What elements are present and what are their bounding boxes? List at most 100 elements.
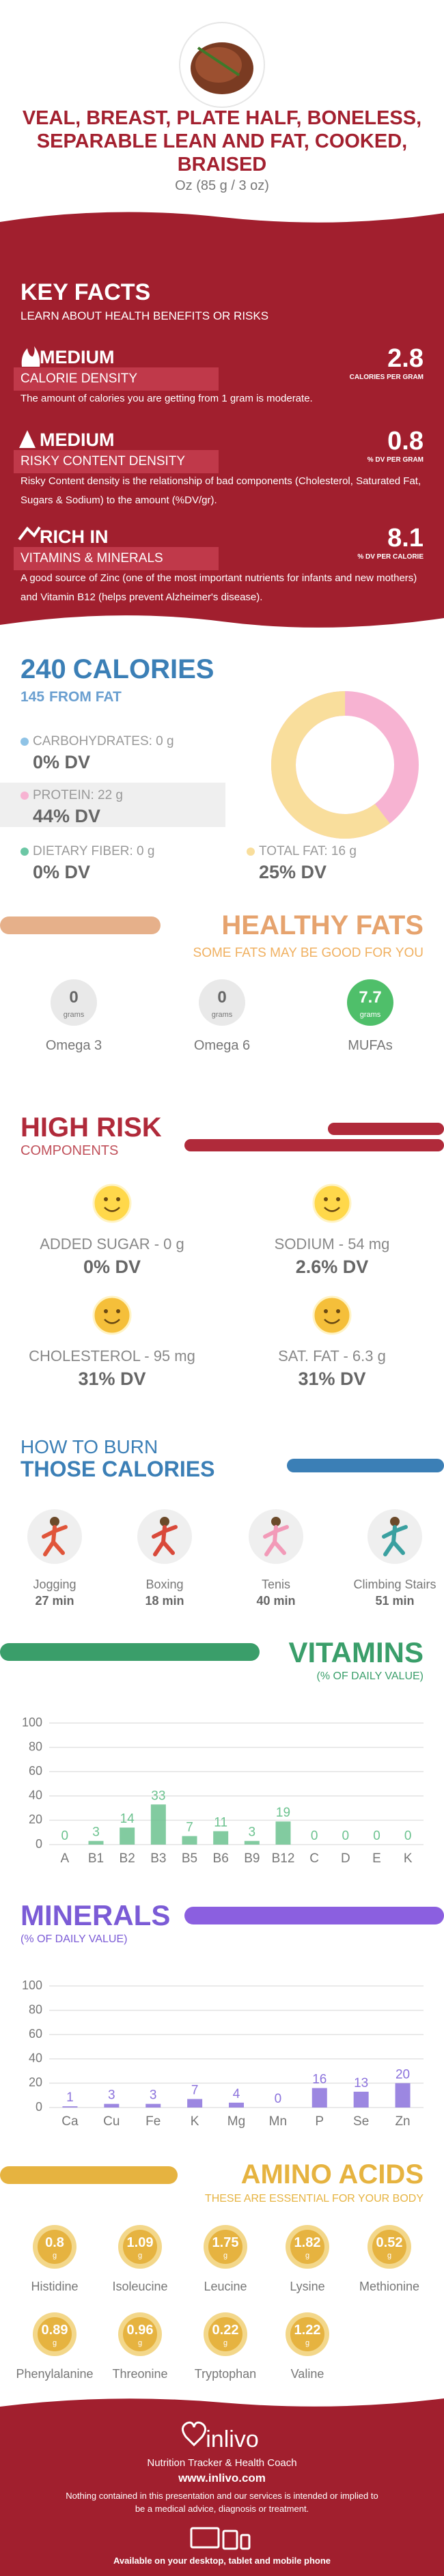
section-subtitle: THESE ARE ESSENTIAL FOR YOUR BODY — [204, 2193, 424, 2204]
amino-name: Leucine — [204, 2279, 247, 2293]
section-title: HOW TO BURN — [20, 1436, 158, 1457]
y-tick-label: 20 — [29, 2075, 42, 2089]
activity-name: Jogging — [33, 1577, 77, 1591]
decor-bar — [184, 1907, 444, 1924]
bar — [88, 1840, 104, 1845]
calories-heading: 240 CALORIES — [20, 652, 214, 686]
emoji-face — [312, 1296, 352, 1335]
activity-figure — [271, 1517, 281, 1526]
value-label: 0 — [275, 2092, 282, 2106]
y-tick-label: 20 — [29, 1812, 42, 1826]
x-tick-label: B3 — [150, 1851, 166, 1866]
amino-circle — [208, 2317, 242, 2351]
x-tick-label: Fe — [145, 2114, 161, 2129]
amino-name: Histidine — [31, 2279, 79, 2293]
decor-bar — [287, 1459, 444, 1472]
flame-icon — [21, 346, 40, 367]
bar — [229, 2102, 244, 2108]
donut-fat — [271, 691, 419, 839]
density-unit: CALORIES PER GRAM — [349, 374, 424, 381]
bar — [275, 1821, 291, 1845]
density-value: 2.8 — [387, 344, 424, 373]
x-tick-label: Ca — [61, 2114, 79, 2129]
x-tick-label: D — [341, 1851, 350, 1866]
activity-figure — [50, 1517, 59, 1526]
bar — [353, 2091, 369, 2108]
emoji-eye — [104, 1309, 108, 1313]
section-subtitle: LEARN ABOUT HEALTH BENEFITS OR RISKS — [20, 309, 269, 322]
density-unit: % DV PER CALORIE — [357, 553, 424, 561]
amino-unit: g — [305, 2252, 310, 2260]
label-band — [14, 450, 219, 473]
bar — [187, 2099, 203, 2108]
nutrient-label: DIETARY FIBER: 0 g — [33, 844, 155, 858]
nutrient-dv: 0% DV — [33, 862, 91, 882]
x-tick-label: B5 — [182, 1851, 197, 1866]
nutrient-dot — [20, 738, 29, 746]
section-title: VITAMINS — [288, 1636, 424, 1668]
emoji-face — [92, 1296, 132, 1335]
emoji-eye — [336, 1197, 340, 1201]
amino-circle — [372, 2230, 406, 2264]
calories-label: CALORIES — [72, 654, 214, 684]
nutrient-dot — [20, 792, 29, 800]
emoji-eye — [324, 1309, 328, 1313]
amino-unit: g — [137, 2252, 143, 2260]
emoji-mouth — [104, 1207, 120, 1212]
amino-value: 0.22 — [212, 2322, 239, 2338]
nutrient-dot — [20, 848, 29, 856]
food-image — [195, 47, 242, 83]
value-label: 1 — [66, 2090, 74, 2105]
key-facts-background — [0, 212, 444, 628]
level: MEDIUM — [40, 430, 115, 450]
section-subtitle: SOME FATS MAY BE GOOD FOR YOU — [193, 946, 424, 960]
warning-icon — [19, 430, 36, 448]
value-label: 7 — [186, 1821, 193, 1835]
risk-dv: 0% DV — [83, 1257, 141, 1277]
availability: Available on your desktop, tablet and mo… — [113, 2556, 331, 2566]
fat-name: MUFAs — [348, 1037, 393, 1053]
decor-bar — [328, 1123, 444, 1135]
logo-heart — [182, 2421, 206, 2447]
x-tick-label: B2 — [120, 1851, 135, 1866]
amino-circle — [38, 2317, 72, 2351]
y-tick-label: 40 — [29, 2052, 42, 2065]
level: RICH IN — [40, 527, 109, 547]
emoji-mouth — [324, 1319, 340, 1324]
nutrient-label: CARBOHYDRATES: 0 g — [33, 734, 174, 748]
activity-name: Boxing — [145, 1577, 184, 1591]
amino-name: Methionine — [359, 2279, 420, 2293]
emoji-eye — [116, 1197, 120, 1201]
y-tick-label: 0 — [36, 1837, 42, 1851]
y-tick-label: 100 — [22, 1716, 42, 1729]
nutrient-dot — [247, 848, 255, 856]
fat-value: 0 — [217, 988, 227, 1007]
nutrient-dv: 44% DV — [33, 806, 101, 826]
footer-background — [0, 2398, 444, 2576]
label-band — [14, 547, 219, 570]
nutrient-label: PROTEIN: 22 g — [33, 788, 123, 802]
section-title: AMINO ACIDS — [240, 2159, 424, 2189]
section-title: MINERALS — [20, 1899, 171, 1931]
activity-time: 18 min — [145, 1593, 184, 1608]
fat-unit: grams — [359, 1011, 381, 1019]
section-subtitle: (% OF DAILY VALUE) — [20, 1933, 128, 1945]
activity-name: Tenis — [261, 1577, 291, 1591]
bar — [182, 1836, 197, 1845]
amino-unit: g — [52, 2252, 57, 2260]
density-value: 8.1 — [387, 524, 424, 552]
y-tick-label: 80 — [29, 1739, 42, 1753]
activity-figure — [160, 1517, 169, 1526]
value-label: 0 — [404, 1829, 412, 1843]
amino-value: 0.8 — [45, 2235, 64, 2250]
chart-icon — [18, 526, 41, 541]
x-tick-label: Mg — [227, 2114, 245, 2129]
emoji-eye — [104, 1197, 108, 1201]
emoji-eye — [336, 1309, 340, 1313]
nutrient-label: TOTAL FAT: 16 g — [259, 844, 357, 858]
x-tick-label: Se — [353, 2114, 369, 2129]
value-label: 4 — [233, 2087, 240, 2101]
amino-name: Phenylalanine — [16, 2366, 94, 2381]
